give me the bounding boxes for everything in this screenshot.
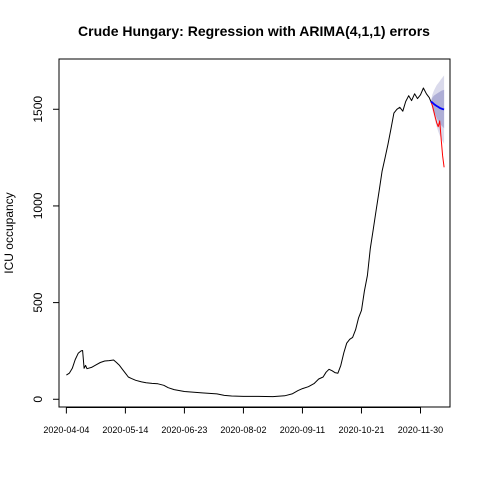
y-tick-label: 0: [31, 396, 45, 403]
y-axis: 0 500 1000 1500: [31, 96, 59, 403]
actual-series-line: [430, 101, 445, 168]
y-tick-label: 1000: [31, 192, 45, 219]
x-axis: 2020-04-04 2020-05-14 2020-06-23 2020-08-02…: [43, 407, 443, 435]
forecast-band-2: [430, 89, 445, 129]
forecast-bands: [430, 75, 445, 145]
plot-frame: [58, 58, 451, 408]
x-tick-label: 2020-11-30: [398, 425, 443, 435]
x-tick-label: 2020-06-23: [161, 425, 207, 435]
y-tick-label: 500: [31, 292, 45, 312]
forecast-series-line: [430, 100, 445, 111]
x-tick-label: 2020-10-21: [338, 425, 384, 435]
x-tick-label: 2020-09-11: [280, 425, 325, 435]
observed-series-line: [66, 87, 432, 398]
x-tick-label: 2020-04-04: [43, 425, 89, 435]
y-axis-label: ICU occupancy: [2, 192, 16, 273]
chart-title: Crude Hungary: Regression with ARIMA(4,1…: [78, 23, 430, 39]
series-group: [66, 87, 445, 398]
y-tick-label: 1500: [31, 96, 45, 123]
x-tick-label: 2020-05-14: [102, 425, 148, 435]
x-tick-label: 2020-08-02: [220, 425, 266, 435]
